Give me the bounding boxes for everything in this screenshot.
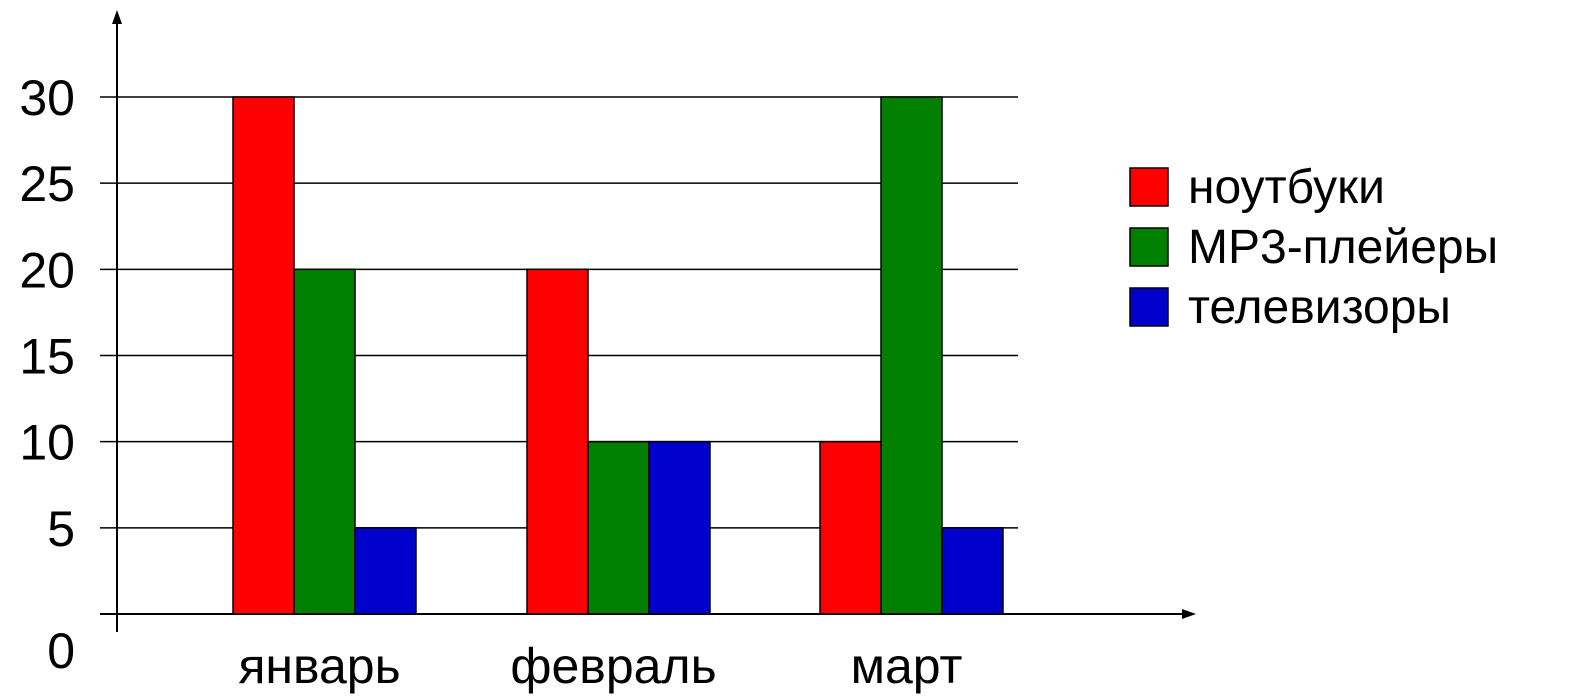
bar <box>293 268 356 615</box>
bar <box>232 96 295 615</box>
x-category-label: январь <box>238 638 400 694</box>
bar <box>526 268 589 615</box>
bar <box>354 527 417 615</box>
bar <box>648 440 711 615</box>
y-tick-label: 15 <box>19 329 75 385</box>
bar <box>880 96 943 615</box>
legend-label: ноутбуки <box>1188 161 1385 214</box>
y-tick-labels: 0 5 10 15 20 25 30 <box>19 70 75 679</box>
y-tick-label: 20 <box>19 242 75 298</box>
bar <box>819 440 882 615</box>
x-axis-arrow <box>1182 609 1196 619</box>
y-tick-label: 5 <box>47 501 75 557</box>
legend-swatch <box>1129 167 1169 207</box>
y-tick-label: 25 <box>19 156 75 212</box>
legend: ноутбуки MP3-плейеры телевизоры <box>1129 161 1498 334</box>
legend-swatch <box>1129 227 1169 267</box>
bar <box>587 440 650 615</box>
category-labels: январь февраль март <box>238 638 962 694</box>
legend-swatch <box>1129 287 1169 327</box>
y-tick-label: 10 <box>19 415 75 471</box>
y-tick-label: 30 <box>19 70 75 126</box>
y-tick-label: 0 <box>47 623 75 679</box>
y-axis-arrow <box>112 10 122 24</box>
x-category-label: март <box>851 638 963 694</box>
bars <box>232 96 1004 615</box>
legend-label: телевизоры <box>1188 281 1451 334</box>
x-category-label: февраль <box>510 638 716 694</box>
legend-label: MP3-плейеры <box>1188 221 1498 274</box>
bar <box>941 527 1004 615</box>
